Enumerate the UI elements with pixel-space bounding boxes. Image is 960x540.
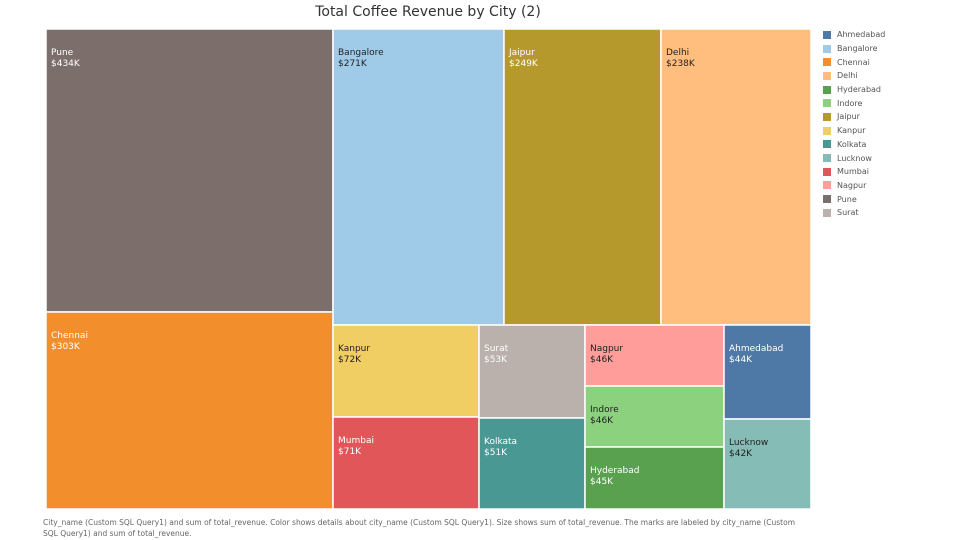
legend-label: Kolkata [837,139,867,149]
legend-swatch [823,30,831,39]
legend-label: Chennai [837,57,870,67]
legend: Ahmedabad Bangalore Chennai Delhi Hyderabad I… [823,28,885,220]
tile-value-label: $45K [590,477,614,487]
tile-city-label: Jaipur [508,48,535,58]
legend-label: Delhi [837,71,858,81]
tile-hyderabad[interactable]: Hyderabad$45K [584,446,725,510]
tile-pune[interactable]: Pune$434K [45,28,334,313]
tile-rect-surat[interactable] [478,324,586,419]
legend-item-mumbai[interactable]: Mumbai [823,165,885,179]
legend-item-kanpur[interactable]: Kanpur [823,124,885,138]
tile-value-label: $46K [590,416,614,426]
tile-jaipur[interactable]: Jaipur$249K [503,28,662,326]
tile-city-label: Lucknow [729,438,768,448]
tile-chennai[interactable]: Chennai$303K [45,311,334,510]
legend-item-indore[interactable]: Indore [823,96,885,110]
tile-value-label: $238K [666,59,696,69]
legend-item-nagpur[interactable]: Nagpur [823,179,885,193]
chart-title: Total Coffee Revenue by City (2) [315,4,541,20]
legend-label: Hyderabad [837,85,881,95]
tile-ahmedabad[interactable]: Ahmedabad$44K [723,324,812,420]
legend-swatch [823,195,831,204]
legend-item-ahmedabad[interactable]: Ahmedabad [823,28,885,42]
legend-swatch [823,208,831,217]
tile-rect-kolkata[interactable] [478,417,586,510]
legend-item-jaipur[interactable]: Jaipur [823,110,885,124]
tile-rect-delhi[interactable] [660,28,812,326]
tile-value-label: $42K [729,449,753,459]
tile-nagpur[interactable]: Nagpur$46K [584,324,725,387]
tile-value-label: $249K [509,59,539,69]
tile-kolkata[interactable]: Kolkata$51K [478,417,586,510]
legend-swatch [823,126,831,135]
chart-footnote: City_name (Custom SQL Query1) and sum of… [43,518,796,538]
tile-surat[interactable]: Surat$53K [478,324,586,419]
tile-value-label: $271K [338,59,368,69]
tile-city-label: Kolkata [484,437,517,447]
legend-label: Lucknow [837,153,872,163]
legend-item-bangalore[interactable]: Bangalore [823,42,885,56]
legend-label: Pune [837,194,857,204]
tile-rect-bangalore[interactable] [332,28,505,326]
legend-item-delhi[interactable]: Delhi [823,69,885,83]
legend-swatch [823,85,831,94]
legend-swatch [823,99,831,108]
tile-bangalore[interactable]: Bangalore$271K [332,28,505,326]
tile-mumbai[interactable]: Mumbai$71K [332,416,480,510]
tile-kanpur[interactable]: Kanpur$72K [332,324,480,418]
legend-item-hyderabad[interactable]: Hyderabad [823,83,885,97]
tile-value-label: $46K [590,355,614,365]
tile-value-label: $303K [51,342,81,352]
tile-city-label: Delhi [666,48,689,58]
tile-rect-jaipur[interactable] [503,28,662,326]
legend-swatch [823,140,831,149]
tile-rect-kanpur[interactable] [332,324,480,418]
legend-label: Mumbai [837,167,869,177]
legend-swatch [823,71,831,80]
tile-city-label: Kanpur [338,344,370,354]
legend-item-pune[interactable]: Pune [823,192,885,206]
legend-label: Indore [837,98,863,108]
tile-city-label: Hyderabad [590,466,640,476]
tile-rect-chennai[interactable] [45,311,334,510]
legend-swatch [823,181,831,190]
tile-value-label: $51K [484,448,508,458]
tile-city-label: Bangalore [338,48,384,58]
tile-value-label: $72K [338,355,362,365]
tile-indore[interactable]: Indore$46K [584,385,725,448]
legend-swatch [823,58,831,67]
tile-value-label: $434K [51,59,81,69]
legend-swatch [823,154,831,163]
tile-city-label: Pune [51,48,74,58]
tile-value-label: $44K [729,355,753,365]
tile-city-label: Mumbai [338,436,374,446]
legend-label: Jaipur [837,112,860,122]
tile-city-label: Ahmedabad [729,344,783,354]
legend-item-lucknow[interactable]: Lucknow [823,151,885,165]
legend-label: Bangalore [837,44,878,54]
legend-item-kolkata[interactable]: Kolkata [823,138,885,152]
tile-rect-ahmedabad[interactable] [723,324,812,420]
tile-delhi[interactable]: Delhi$238K [660,28,812,326]
legend-label: Ahmedabad [837,30,886,40]
legend-item-surat[interactable]: Surat [823,206,885,220]
legend-label: Nagpur [837,180,867,190]
tile-rect-mumbai[interactable] [332,416,480,510]
legend-label: Kanpur [837,126,866,136]
legend-item-chennai[interactable]: Chennai [823,55,885,69]
treemap-chart[interactable]: Pune$434KChennai$303KBangalore$271KJaipu… [0,0,812,512]
tile-city-label: Chennai [51,331,88,341]
tile-value-label: $71K [338,447,362,457]
tile-lucknow[interactable]: Lucknow$42K [723,418,812,510]
tile-city-label: Indore [590,405,619,415]
tile-rect-lucknow[interactable] [723,418,812,510]
legend-swatch [823,167,831,176]
tile-city-label: Surat [484,344,509,354]
tile-city-label: Nagpur [590,344,623,354]
legend-label: Surat [837,208,859,218]
tile-value-label: $53K [484,355,508,365]
legend-swatch [823,112,831,121]
tile-rect-pune[interactable] [45,28,334,313]
legend-swatch [823,44,831,53]
